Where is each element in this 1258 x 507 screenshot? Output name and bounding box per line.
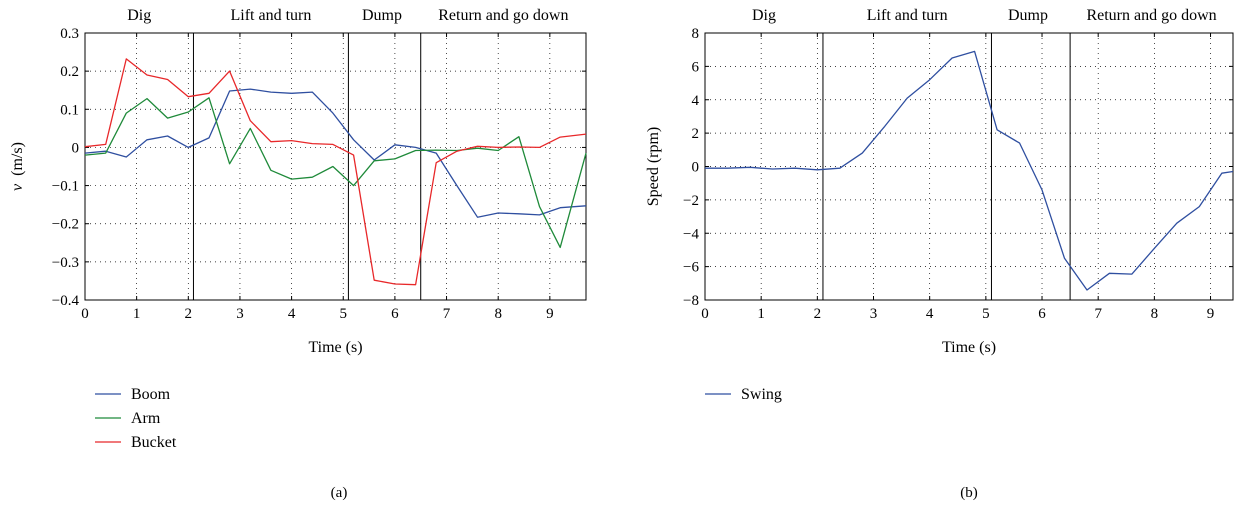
y-tick-label: 0.2 — [60, 64, 79, 80]
phase-label: Dump — [362, 7, 402, 24]
x-tick-label: 8 — [494, 306, 502, 322]
x-tick-label: 6 — [1038, 306, 1046, 322]
x-tick-label: 1 — [133, 306, 141, 322]
y-axis-label: v (m/s) — [9, 142, 26, 191]
x-tick-label: 4 — [288, 306, 296, 322]
y-tick-label: 4 — [692, 93, 700, 109]
series-line-boom — [84, 88, 587, 218]
phase-label: Lift and turn — [867, 7, 948, 24]
y-axis-label: Speed (rpm) — [645, 127, 662, 207]
y-axis-label-symbol: v — [9, 183, 26, 191]
y-tick-label: −0.3 — [52, 255, 79, 271]
x-tick-label: 5 — [339, 306, 347, 322]
panel-label: (a) — [331, 485, 348, 501]
y-tick-label: 6 — [692, 59, 700, 75]
legend: Boom Arm Bucket — [95, 386, 177, 451]
y-tick-label: 2 — [692, 126, 700, 142]
x-tick-label: 9 — [546, 306, 554, 322]
panel-b-chart: 0 1 2 3 4 5 6 7 8 9 −8 −6 −4 −2 0 2 4 6 8 Dig Lift and turn D… — [645, 7, 1234, 501]
y-tick-label: 0.1 — [60, 102, 79, 118]
panel-label: (b) — [960, 485, 978, 501]
phase-label: Dig — [752, 7, 776, 24]
phase-label: Return and go down — [1086, 7, 1216, 24]
y-tick-label: −8 — [683, 293, 699, 309]
y-tick-label: 0 — [72, 140, 80, 156]
y-tick-label: −0.4 — [52, 293, 80, 309]
y-tick-label: 8 — [692, 26, 700, 42]
x-tick-label: 0 — [701, 306, 709, 322]
x-tick-label: 3 — [870, 306, 878, 322]
x-tick-label: 0 — [81, 306, 89, 322]
legend: Swing — [705, 386, 782, 403]
x-tick-label: 4 — [926, 306, 934, 322]
phase-label: Dump — [1008, 7, 1048, 24]
y-tick-label: 0 — [692, 160, 700, 176]
x-axis-label: Time (s) — [308, 339, 362, 356]
y-tick-label: −6 — [683, 260, 699, 276]
phase-label: Return and go down — [438, 7, 568, 24]
series-line-arm — [84, 97, 587, 249]
legend-label: Arm — [131, 410, 161, 427]
x-tick-label: 8 — [1151, 306, 1159, 322]
x-tick-label: 3 — [236, 306, 244, 322]
ticks: 0 1 2 3 4 5 6 7 8 9 −0.4 −0.3 −0.2 −0.1 0 0.1 0.2 0.3 — [52, 26, 586, 322]
plot-frame — [704, 32, 1234, 301]
x-tick-label: 2 — [185, 306, 193, 322]
x-tick-label: 5 — [982, 306, 990, 322]
grid — [705, 33, 1233, 300]
grid — [85, 33, 586, 300]
y-tick-label: −0.2 — [52, 217, 79, 233]
x-tick-label: 1 — [757, 306, 765, 322]
ticks: 0 1 2 3 4 5 6 7 8 9 −8 −6 −4 −2 0 2 4 6 8 — [683, 26, 1233, 322]
series-line-swing — [705, 50, 1234, 291]
x-tick-label: 9 — [1207, 306, 1215, 322]
y-tick-label: −2 — [683, 193, 699, 209]
x-tick-label: 7 — [443, 306, 451, 322]
y-tick-label: −0.1 — [52, 179, 79, 195]
y-tick-label: 0.3 — [60, 26, 79, 42]
y-axis-label-unit: (m/s) — [9, 142, 26, 176]
x-tick-label: 2 — [814, 306, 822, 322]
x-tick-label: 7 — [1094, 306, 1102, 322]
legend-label: Bucket — [131, 434, 177, 451]
x-tick-label: 6 — [391, 306, 399, 322]
x-axis-label: Time (s) — [942, 339, 996, 356]
y-tick-label: −4 — [683, 226, 699, 242]
phase-label: Dig — [127, 7, 151, 24]
legend-label: Swing — [741, 386, 782, 403]
plot-frame — [84, 32, 587, 301]
phase-label: Lift and turn — [231, 7, 312, 24]
panel-a-chart: 0 1 2 3 4 5 6 7 8 9 −0.4 −0.3 −0.2 −0.1 0 0.1 0.2 0.3 Dig L… — [9, 7, 587, 501]
series-line-bucket — [84, 58, 587, 286]
legend-label: Boom — [131, 386, 171, 403]
